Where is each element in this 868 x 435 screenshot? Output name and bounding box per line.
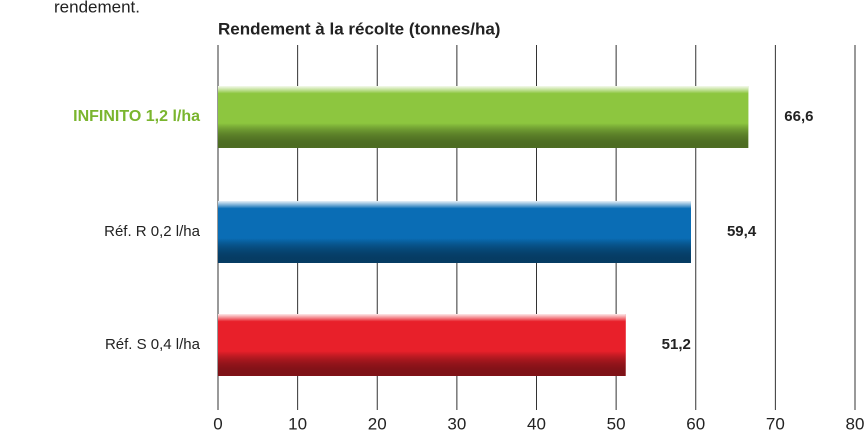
category-label: Réf. R 0,2 l/ha <box>104 223 201 240</box>
x-tick-label: 20 <box>368 414 387 433</box>
x-tick-label: 40 <box>527 414 546 433</box>
value-label: 66,6 <box>784 108 813 125</box>
bar <box>218 201 691 263</box>
x-tick-label: 80 <box>846 414 865 433</box>
x-tick-label: 50 <box>607 414 626 433</box>
bar <box>218 86 749 148</box>
bar <box>218 314 626 376</box>
chart-title: Rendement à la récolte (tonnes/ha) <box>218 19 500 38</box>
category-label: INFINITO 1,2 l/ha <box>73 108 200 125</box>
x-tick-label: 10 <box>288 414 307 433</box>
x-tick-label: 30 <box>447 414 466 433</box>
caption: rendement. <box>54 0 140 16</box>
x-tick-label: 70 <box>766 414 785 433</box>
x-tick-label: 0 <box>213 414 222 433</box>
value-label: 59,4 <box>727 223 757 240</box>
x-tick-label: 60 <box>686 414 705 433</box>
category-label: Réf. S 0,4 l/ha <box>105 336 201 353</box>
value-label: 51,2 <box>662 336 691 353</box>
